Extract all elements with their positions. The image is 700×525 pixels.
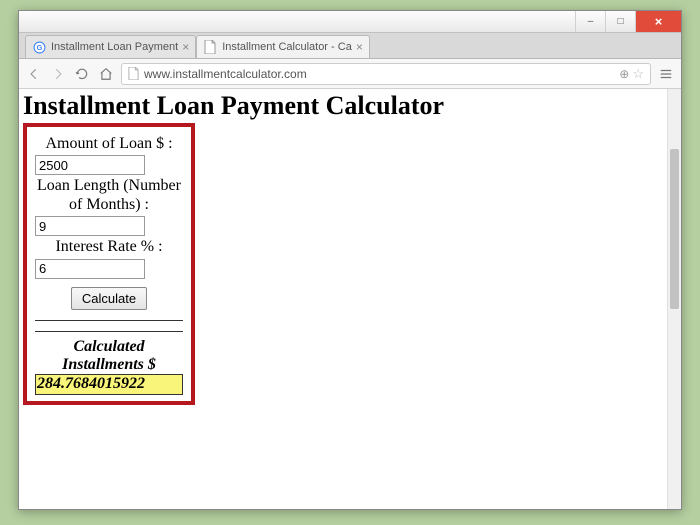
reload-button[interactable]: [73, 65, 91, 83]
page-title: Installment Loan Payment Calculator: [23, 91, 677, 121]
browser-window: – □ × G Installment Loan Payment × Insta…: [18, 10, 682, 510]
google-favicon-icon: G: [32, 40, 46, 54]
home-button[interactable]: [97, 65, 115, 83]
titlebar: – □ ×: [19, 11, 681, 33]
url-input[interactable]: www.installmentcalculator.com ⊕ ☆: [121, 63, 651, 85]
url-page-icon: [128, 67, 139, 80]
rate-input[interactable]: [35, 259, 145, 279]
length-input[interactable]: [35, 216, 145, 236]
close-button[interactable]: ×: [635, 11, 681, 32]
scrollbar-thumb[interactable]: [670, 149, 679, 309]
scrollbar[interactable]: [667, 89, 681, 509]
tab-title: Installment Calculator - Ca: [222, 41, 352, 53]
calculator-form: Amount of Loan $ : Loan Length (Number o…: [23, 123, 195, 405]
menu-button[interactable]: [657, 65, 675, 83]
url-text: www.installmentcalculator.com: [144, 67, 619, 81]
length-label: Loan Length (Number of Months) :: [35, 177, 183, 214]
tab-close-icon[interactable]: ×: [182, 40, 189, 54]
tab-title: Installment Loan Payment: [51, 41, 178, 53]
separator: [35, 331, 183, 332]
tab-close-icon[interactable]: ×: [356, 40, 363, 54]
result-value: 284.7684015922: [35, 374, 183, 394]
minimize-button[interactable]: –: [575, 11, 605, 32]
rate-label: Interest Rate % :: [35, 238, 183, 256]
tab-installment-loan-payment[interactable]: G Installment Loan Payment ×: [25, 35, 196, 58]
page-content: Installment Loan Payment Calculator Amou…: [19, 89, 681, 407]
forward-button[interactable]: [49, 65, 67, 83]
tab-installment-calculator[interactable]: Installment Calculator - Ca ×: [196, 35, 370, 58]
svg-text:G: G: [36, 43, 42, 52]
amount-label: Amount of Loan $ :: [35, 135, 183, 153]
amount-input[interactable]: [35, 155, 145, 175]
zoom-icon[interactable]: ⊕: [619, 67, 629, 81]
bookmark-star-icon[interactable]: ☆: [632, 66, 644, 82]
calculate-button[interactable]: Calculate: [71, 287, 147, 310]
tabstrip: G Installment Loan Payment × Installment…: [19, 33, 681, 59]
back-button[interactable]: [25, 65, 43, 83]
address-bar: www.installmentcalculator.com ⊕ ☆: [19, 59, 681, 89]
page-favicon-icon: [203, 40, 217, 54]
separator: [35, 320, 183, 321]
page-viewport: Installment Loan Payment Calculator Amou…: [19, 89, 681, 509]
result-label: Calculated Installments $: [35, 338, 183, 375]
maximize-button[interactable]: □: [605, 11, 635, 32]
